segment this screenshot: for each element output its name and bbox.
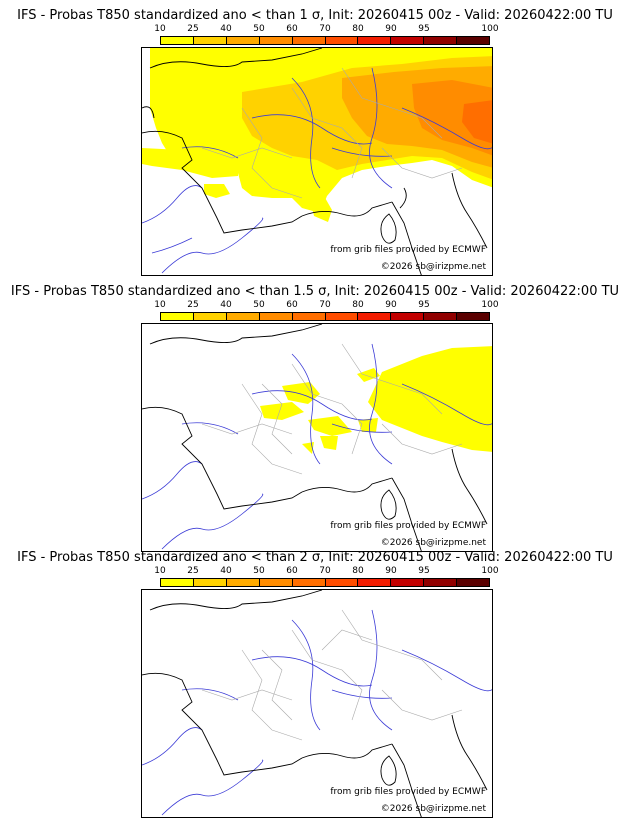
colorbar-tick-label: 80 [352, 300, 364, 310]
colorbar-tick-label: 90 [385, 300, 397, 310]
data-source-credit: from grib files provided by ECMWF [330, 787, 486, 797]
colorbar-tick-label: 70 [319, 300, 331, 310]
panel-title: IFS - Probas T850 standardized ano < tha… [17, 550, 613, 565]
colorbar-tick-label: 95 [418, 24, 430, 34]
colorbar-tick-label: 90 [385, 566, 397, 576]
colorbar-tick-label: 40 [220, 566, 232, 576]
colorbar-swatch [325, 37, 359, 44]
colorbar-tick-label: 10 [154, 300, 166, 310]
probability-shading [260, 346, 492, 454]
colorbar-swatch [325, 313, 359, 320]
coastline [142, 324, 488, 551]
colorbar [160, 312, 490, 321]
colorbar-tick-label: 80 [352, 24, 364, 34]
data-source-credit: from grib files provided by ECMWF [330, 245, 486, 255]
rivers [142, 67, 492, 274]
colorbar-swatch [161, 313, 194, 320]
colorbar-swatch [325, 579, 359, 586]
colorbar-swatch [193, 37, 227, 44]
panel-title: IFS - Probas T850 standardized ano < tha… [10, 284, 620, 299]
colorbar-tick-label: 100 [481, 300, 499, 310]
panel-title: IFS - Probas T850 standardized ano < tha… [17, 8, 613, 23]
colorbar-tick-label: 95 [418, 300, 430, 310]
map-drawing [142, 590, 492, 817]
colorbar-tick-label: 70 [319, 24, 331, 34]
colorbar-swatch [424, 579, 458, 586]
colorbar-tick-label: 60 [286, 24, 298, 34]
colorbar-swatch [358, 579, 392, 586]
colorbar-tick-label: 25 [187, 300, 199, 310]
map-panel-2: IFS - Probas T850 standardized ano < tha… [0, 276, 630, 552]
probability-map: from grib files provided by ECMWF ©2026 … [141, 47, 493, 276]
map-drawing [142, 48, 492, 275]
map-panel-1: IFS - Probas T850 standardized ano < tha… [0, 0, 630, 276]
admin-borders [201, 343, 463, 475]
copyright-credit: ©2026 sb@irizpme.net [380, 804, 486, 814]
colorbar [160, 36, 490, 45]
colorbar-swatch [161, 37, 194, 44]
colorbar-tick-label: 50 [253, 24, 265, 34]
coastline [142, 48, 488, 275]
probability-map: from grib files provided by ECMWF ©2026 … [141, 323, 493, 552]
colorbar-swatch [292, 313, 326, 320]
colorbar-swatch [292, 37, 326, 44]
colorbar-swatch [259, 313, 293, 320]
colorbar-tick-label: 10 [154, 24, 166, 34]
colorbar-tick-label: 95 [418, 566, 430, 576]
colorbar-swatch [226, 313, 260, 320]
colorbar-swatch [193, 579, 227, 586]
colorbar-labels: 10 25 40 50 60 70 80 90 95 100 [154, 24, 498, 35]
colorbar-tick-label: 100 [481, 24, 499, 34]
colorbar-swatch [292, 579, 326, 586]
copyright-credit: ©2026 sb@irizpme.net [380, 262, 486, 272]
colorbar-tick-label: 100 [481, 566, 499, 576]
colorbar-swatch [259, 37, 293, 44]
colorbar-swatch [358, 313, 392, 320]
colorbar-tick-label: 50 [253, 566, 265, 576]
colorbar-swatch [193, 313, 227, 320]
colorbar-labels: 10 25 40 50 60 70 80 90 95 100 [154, 300, 498, 311]
colorbar-tick-label: 50 [253, 300, 265, 310]
colorbar-tick-label: 80 [352, 566, 364, 576]
colorbar-swatch [358, 37, 392, 44]
colorbar-tick-label: 25 [187, 24, 199, 34]
data-source-credit: from grib files provided by ECMWF [330, 521, 486, 531]
colorbar-swatch [457, 37, 490, 44]
colorbar-swatch [457, 313, 490, 320]
colorbar-swatch [391, 37, 425, 44]
probability-map: from grib files provided by ECMWF ©2026 … [141, 589, 493, 818]
colorbar-tick-label: 60 [286, 566, 298, 576]
probability-shading [142, 48, 492, 222]
rivers [142, 343, 492, 550]
colorbar-swatch [226, 37, 260, 44]
colorbar-tick-label: 70 [319, 566, 331, 576]
colorbar-swatch [457, 579, 490, 586]
copyright-credit: ©2026 sb@irizpme.net [380, 538, 486, 548]
rivers [142, 609, 492, 816]
colorbar-swatch [424, 37, 458, 44]
colorbar-swatch [259, 579, 293, 586]
colorbar [160, 578, 490, 587]
colorbar-labels: 10 25 40 50 60 70 80 90 95 100 [154, 566, 498, 577]
colorbar-tick-label: 10 [154, 566, 166, 576]
colorbar-tick-label: 40 [220, 300, 232, 310]
colorbar-tick-label: 60 [286, 300, 298, 310]
colorbar-tick-label: 40 [220, 24, 232, 34]
map-panel-3: IFS - Probas T850 standardized ano < tha… [0, 542, 630, 818]
colorbar-swatch [161, 579, 194, 586]
colorbar-swatch [391, 313, 425, 320]
admin-borders [201, 609, 463, 741]
map-drawing [142, 324, 492, 551]
admin-borders [201, 67, 463, 199]
colorbar-tick-label: 25 [187, 566, 199, 576]
colorbar-swatch [226, 579, 260, 586]
coastline [142, 590, 488, 817]
colorbar-swatch [424, 313, 458, 320]
colorbar-tick-label: 90 [385, 24, 397, 34]
colorbar-swatch [391, 579, 425, 586]
